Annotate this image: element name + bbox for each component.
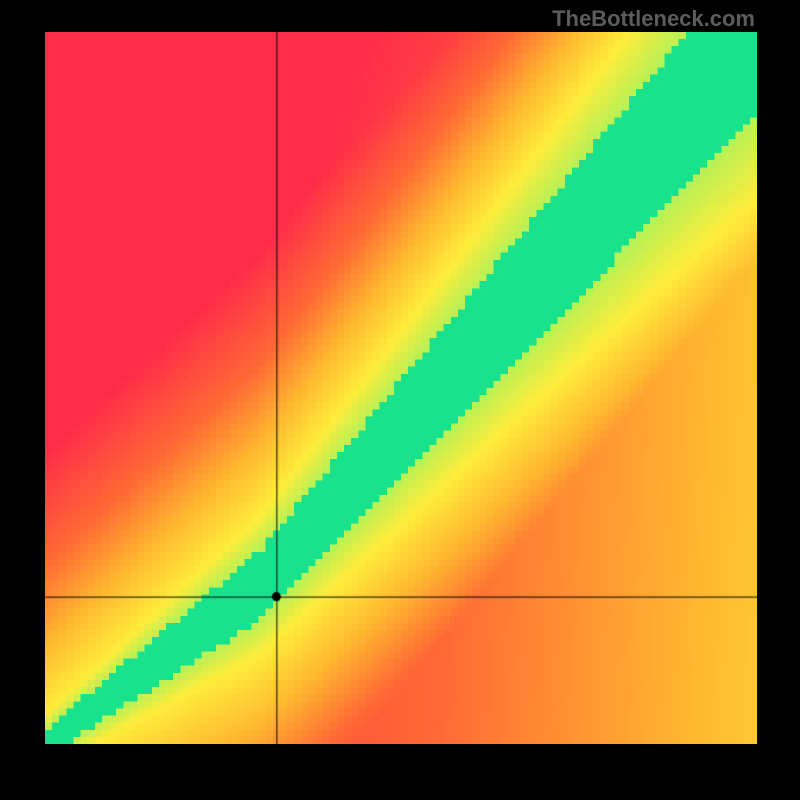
watermark-text: TheBottleneck.com <box>552 6 755 32</box>
crosshair-overlay <box>45 32 757 744</box>
chart-container: TheBottleneck.com <box>0 0 800 800</box>
